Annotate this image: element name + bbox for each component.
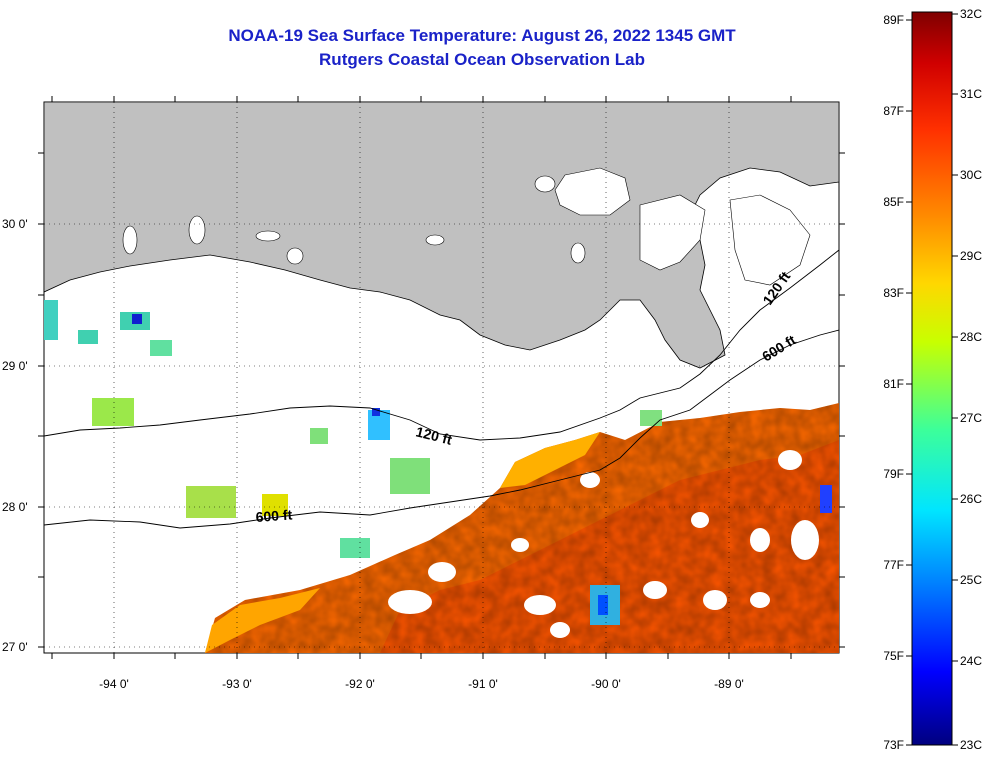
colorbar-f-label: 85F <box>883 195 904 209</box>
lon-label: -90 0' <box>591 677 621 691</box>
colorbar-f-label: 77F <box>883 558 904 572</box>
colorbar-c-label: 32C <box>960 7 982 21</box>
colorbar <box>911 11 953 746</box>
colorbar-c-label: 29C <box>960 249 982 263</box>
colorbar-f-label: 89F <box>883 13 904 27</box>
cloud-holes <box>388 450 819 638</box>
colorbar-c-label: 26C <box>960 492 982 506</box>
colorbar-c-label: 31C <box>960 87 982 101</box>
colorbar-f-label: 73F <box>883 738 904 752</box>
contour-600ft <box>44 329 839 529</box>
map-body: 120 ft 600 ft 120 ft 600 ft <box>44 102 839 653</box>
colorbar-ticks <box>906 13 958 746</box>
map-title: NOAA-19 Sea Surface Temperature: August … <box>228 26 736 45</box>
lon-label: -92 0' <box>345 677 375 691</box>
colorbar-f-label: 81F <box>883 377 904 391</box>
contour-120ft <box>44 249 839 441</box>
colorbar-f-label: 75F <box>883 649 904 663</box>
lat-label: 30 0' <box>2 217 28 231</box>
colorbar-f-label: 87F <box>883 104 904 118</box>
lon-label: -89 0' <box>714 677 744 691</box>
lat-label: 28 0' <box>2 500 28 514</box>
sst-texture <box>205 403 839 653</box>
lon-label: -94 0' <box>99 677 129 691</box>
colorbar-f-label: 79F <box>883 467 904 481</box>
colorbar-c-label: 27C <box>960 411 982 425</box>
map-ticks <box>38 96 845 659</box>
contour-label-600-west: 600 ft <box>255 506 293 525</box>
lat-label: 27 0' <box>2 640 28 654</box>
colorbar-c-label: 28C <box>960 330 982 344</box>
colorbar-c-label: 30C <box>960 168 982 182</box>
lat-label: 29 0' <box>2 359 28 373</box>
inland-water <box>122 167 811 286</box>
map-graticule <box>44 102 839 653</box>
lon-label: -93 0' <box>222 677 252 691</box>
sst-cool-patches <box>44 300 832 625</box>
lon-label: -91 0' <box>468 677 498 691</box>
sst-fringe-north <box>500 432 600 488</box>
colorbar-c-label: 23C <box>960 738 982 752</box>
colorbar-c-label: 24C <box>960 654 982 668</box>
sst-fringe-west <box>205 588 320 653</box>
map-subtitle: Rutgers Coastal Ocean Observation Lab <box>319 50 645 69</box>
land-mass <box>44 102 839 369</box>
colorbar-f-label: 83F <box>883 286 904 300</box>
colorbar-c-label: 25C <box>960 573 982 587</box>
